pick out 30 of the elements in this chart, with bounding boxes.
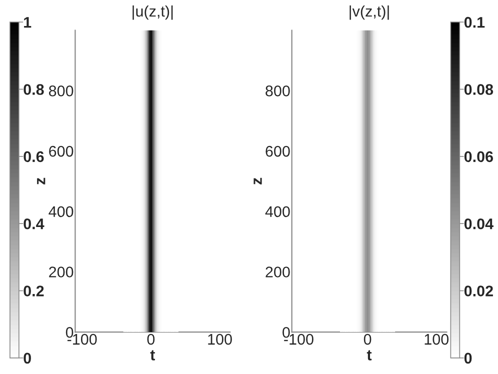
x-axis-title: t [366, 350, 372, 360]
x-tick-label: 100 [424, 334, 449, 345]
color-bar-label: 0.06 [464, 151, 494, 162]
color-bar-label: 0 [24, 352, 31, 364]
y-tick-label: 600 [266, 146, 290, 157]
color-bar-label: 0.2 [24, 286, 44, 296]
chart-title: |v(z,t)| [350, 5, 389, 20]
y-tick-label: 800 [266, 86, 290, 96]
color-bar-label: 0.6 [24, 151, 44, 162]
color-bar-label: 0.02 [464, 286, 493, 296]
y-tick-label: 800 [48, 86, 74, 96]
color-bar-label: 0.8 [24, 84, 44, 95]
color-bar-label: 0 [464, 352, 472, 364]
color-bar-label: 0.04 [464, 218, 494, 230]
color-bar-label: 0.1 [464, 16, 485, 28]
y-tick-label: 200 [49, 266, 74, 278]
color-bar-label: 0.4 [24, 218, 44, 230]
color-bar-label: 1 [24, 17, 32, 28]
y-tick-label: 400 [265, 206, 290, 218]
x-axis-title: t [150, 350, 155, 360]
x-tick-label: 0 [364, 334, 372, 345]
y-tick-label: 400 [48, 206, 74, 218]
y-tick-label: 600 [49, 146, 74, 157]
chart-title: |u(z,t)| [132, 5, 173, 20]
y-tick-label: 200 [266, 266, 290, 278]
x-tick-label: 0 [147, 334, 155, 345]
y-axis-title: z [254, 178, 262, 184]
color-bar-label: 0.08 [464, 84, 494, 95]
y-axis-title: z [37, 178, 46, 184]
x-tick-label: 100 [208, 334, 232, 345]
